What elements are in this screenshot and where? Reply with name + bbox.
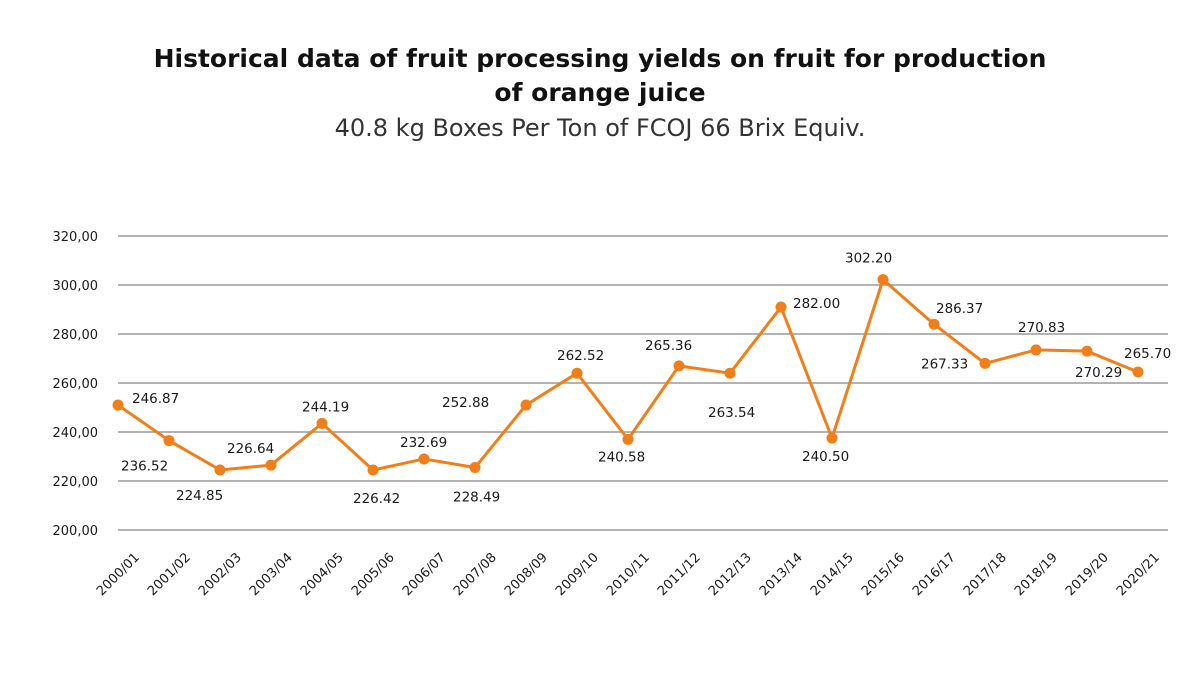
data-label: 265.70 [1124, 346, 1171, 362]
x-tick-label: 2003/04 [247, 550, 296, 599]
x-tick-label: 2009/10 [553, 550, 602, 599]
data-label: 252.88 [442, 395, 489, 411]
data-point [316, 417, 328, 429]
data-point [979, 357, 991, 369]
y-tick-label: 240,00 [53, 426, 99, 441]
data-label: 224.85 [176, 488, 223, 504]
y-tick-label: 260,00 [53, 377, 99, 392]
x-tick-label: 2006/07 [400, 550, 449, 599]
y-axis: 200,00 220,00 240,00 260,00 280,00 300,00 320,… [53, 230, 99, 539]
data-point [469, 462, 481, 474]
data-label: 236.52 [121, 459, 168, 475]
data-point [265, 459, 277, 471]
x-tick-label: 2014/15 [808, 550, 857, 599]
data-point [214, 464, 226, 476]
x-tick-label: 2018/19 [1012, 550, 1061, 599]
x-tick-label: 2013/14 [757, 550, 806, 599]
y-tick-label: 220,00 [53, 475, 99, 490]
data-point [775, 301, 787, 313]
data-point [520, 399, 532, 411]
data-label: 286.37 [936, 301, 983, 317]
x-tick-label: 2010/11 [604, 550, 653, 599]
data-label: 263.54 [708, 405, 755, 421]
x-tick-label: 2005/06 [349, 550, 398, 599]
data-point [673, 360, 685, 372]
y-tick-label: 280,00 [53, 328, 99, 343]
data-point [622, 433, 634, 445]
data-point [877, 274, 889, 286]
x-tick-label: 2011/12 [655, 550, 704, 599]
data-point [928, 318, 940, 330]
data-label: 240.58 [598, 449, 645, 465]
data-label: 232.69 [400, 435, 447, 451]
y-tick-label: 300,00 [53, 279, 99, 294]
y-tick-label: 200,00 [53, 524, 99, 539]
data-label: 262.52 [557, 348, 604, 364]
x-tick-label: 2020/21 [1114, 550, 1163, 599]
data-label: 226.64 [227, 441, 274, 457]
data-point [826, 432, 838, 444]
series-line-group [112, 274, 1144, 476]
data-point [163, 435, 175, 447]
data-point [571, 367, 583, 379]
chart-title: Historical data of fruit processing yiel… [0, 42, 1200, 110]
data-point [112, 399, 124, 411]
data-label: 267.33 [921, 356, 968, 372]
data-label: 226.42 [353, 491, 400, 507]
y-tick-label: 320,00 [53, 230, 99, 245]
x-axis: 2000/01 2001/02 2002/03 2003/04 2004/05 2005/… [94, 550, 1163, 599]
data-point [367, 464, 379, 476]
x-tick-label: 2008/09 [502, 550, 551, 599]
x-tick-label: 2016/17 [910, 550, 959, 599]
data-label: 265.36 [645, 338, 692, 354]
x-tick-label: 2012/13 [706, 550, 755, 599]
data-label: 240.50 [802, 449, 849, 465]
data-label: 244.19 [302, 399, 349, 415]
x-tick-label: 2017/18 [961, 550, 1010, 599]
x-tick-label: 2007/08 [451, 550, 500, 599]
data-labels: 246.87 236.52 224.85 226.64 244.19 226.42 232.… [121, 251, 1171, 507]
data-label: 302.20 [845, 251, 892, 267]
x-tick-label: 2004/05 [298, 550, 347, 599]
data-label: 228.49 [453, 490, 500, 506]
x-tick-label: 2000/01 [94, 550, 143, 599]
data-point [1132, 366, 1144, 378]
data-label: 270.83 [1018, 320, 1065, 336]
chart-title-line-2: of orange juice [494, 78, 706, 107]
data-label: 270.29 [1075, 365, 1122, 381]
x-tick-label: 2001/02 [145, 550, 194, 599]
chart-subtitle: 40.8 kg Boxes Per Ton of FCOJ 66 Brix Eq… [334, 114, 866, 142]
gridlines [118, 235, 1168, 531]
data-label: 282.00 [793, 296, 840, 312]
chart-title-line-1: Historical data of fruit processing yiel… [153, 44, 1047, 73]
data-point [418, 453, 430, 465]
x-tick-label: 2002/03 [196, 550, 245, 599]
data-point [1030, 344, 1042, 356]
x-tick-label: 2015/16 [859, 550, 908, 599]
data-point [1081, 345, 1093, 357]
data-label: 246.87 [132, 391, 179, 407]
x-tick-label: 2019/20 [1063, 550, 1112, 599]
data-point [724, 367, 736, 379]
